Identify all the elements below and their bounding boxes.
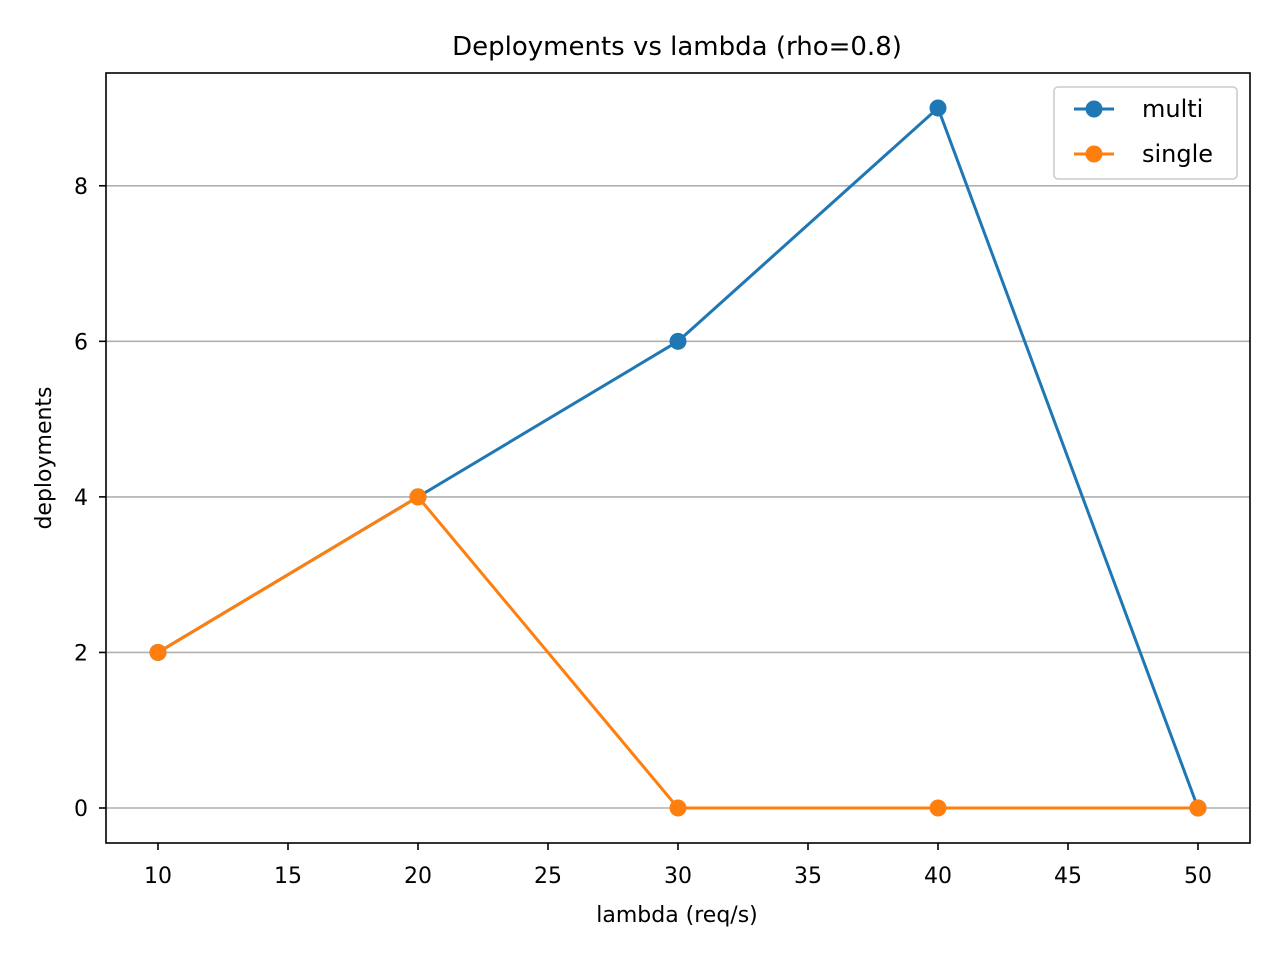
data-point-single-30 [669, 799, 687, 817]
y-tick-label-0: 0 [74, 797, 88, 822]
x-tick-label-15: 15 [274, 864, 302, 889]
y-tick-label-2: 2 [74, 641, 88, 666]
x-tick-label-25: 25 [534, 864, 562, 889]
data-point-single-50 [1189, 799, 1207, 817]
y-axis-ticks: 0 2 4 6 8 [74, 175, 106, 822]
plot-frame [105, 72, 1251, 844]
y-tick-label-8: 8 [74, 175, 88, 200]
x-tick-label-35: 35 [794, 864, 822, 889]
legend-marker-multi [1085, 100, 1103, 118]
x-tick-label-45: 45 [1054, 864, 1082, 889]
y-tick-label-4: 4 [74, 486, 88, 511]
data-point-single-40 [929, 799, 947, 817]
data-point-single-10 [149, 643, 167, 661]
y-tick-label-6: 6 [74, 330, 88, 355]
x-tick-label-30: 30 [664, 864, 692, 889]
x-tick-label-50: 50 [1184, 864, 1212, 889]
y-axis-label: deployments [32, 386, 57, 529]
data-point-multi-30 [669, 332, 687, 350]
series-layer [149, 99, 1207, 817]
x-tick-label-10: 10 [144, 864, 172, 889]
x-axis-ticks: 10 15 20 25 30 35 40 45 50 [144, 843, 1212, 889]
legend-label-single: single [1142, 140, 1213, 168]
x-axis-label: lambda (req/s) [596, 903, 758, 928]
legend-marker-single [1085, 145, 1103, 163]
chart-title: Deployments vs lambda (rho=0.8) [452, 32, 902, 62]
x-tick-label-20: 20 [404, 864, 432, 889]
data-point-multi-40 [929, 99, 947, 117]
series-line-multi [157, 106, 1200, 809]
legend: multi single [1053, 86, 1238, 180]
gridlines [106, 184, 1250, 809]
legend-label-multi: multi [1142, 95, 1203, 123]
x-tick-label-40: 40 [924, 864, 952, 889]
data-point-single-20 [409, 488, 427, 506]
